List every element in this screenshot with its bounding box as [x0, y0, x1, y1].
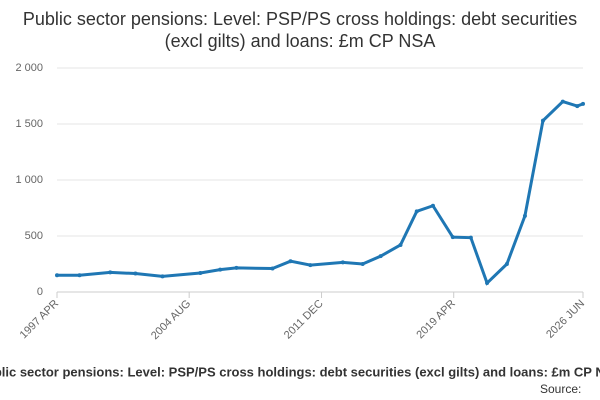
y-tick-label: 2 000	[15, 62, 43, 74]
point	[55, 273, 59, 278]
point	[270, 266, 275, 271]
y-tick-label: 1 500	[15, 118, 43, 130]
footnote: Public sector pensions: Level: PSP/PS cr…	[0, 364, 600, 379]
chart-title: Public sector pensions: Level: PSP/PS cr…	[22, 9, 578, 51]
point	[133, 271, 138, 276]
point	[560, 99, 565, 104]
point	[398, 242, 403, 247]
point	[360, 262, 365, 266]
point	[504, 262, 509, 266]
point	[198, 270, 203, 275]
point	[160, 274, 165, 279]
point	[414, 209, 419, 214]
point	[540, 118, 545, 123]
y-tick-label: 500	[25, 230, 43, 242]
point	[522, 213, 527, 218]
point	[288, 259, 293, 264]
y-tick-label: 1 000	[15, 174, 43, 186]
x-tick-label: 1997 APR	[18, 298, 62, 342]
point	[450, 235, 455, 240]
source: Source:	[540, 382, 581, 396]
point	[234, 265, 239, 270]
point	[378, 254, 383, 259]
point	[485, 281, 490, 286]
line	[57, 99, 584, 286]
y-tick-label: 0	[37, 286, 43, 298]
point	[575, 104, 580, 109]
point	[77, 273, 82, 278]
x-tick-label: 2004 AUG	[149, 298, 193, 342]
point	[308, 263, 313, 268]
point	[468, 235, 473, 240]
point	[340, 260, 345, 265]
point	[108, 270, 113, 275]
point	[430, 203, 435, 208]
x-tick-label: 2026 JUN	[544, 298, 587, 341]
x-tick-label: 2011 DEC	[282, 298, 326, 342]
x-tick-label: 2019 APR	[414, 298, 458, 342]
point	[581, 101, 585, 106]
point	[218, 267, 223, 272]
